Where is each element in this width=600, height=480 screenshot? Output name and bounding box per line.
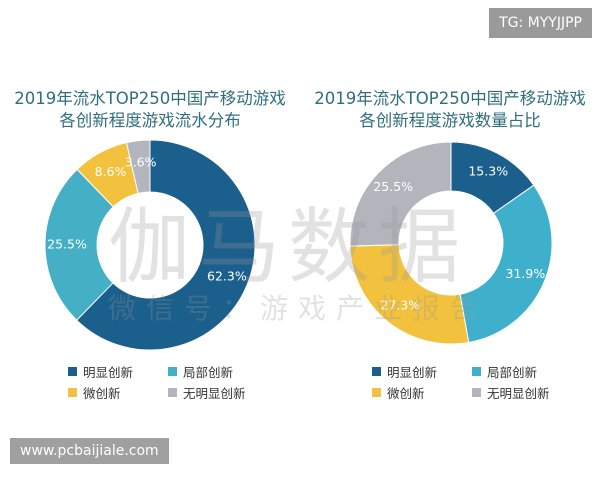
donut-slice-0-1 <box>44 168 114 321</box>
chart-title-right: 2019年流水TOP250中国产移动游戏 各创新程度游戏数量占比 <box>300 88 600 132</box>
legend-swatch <box>68 367 77 376</box>
donut-slice-0-3 <box>125 139 151 194</box>
legend-label: 无明显创新 <box>183 386 246 401</box>
data-label: 25.5% <box>47 237 87 252</box>
legend-item: 微创新 <box>68 383 121 402</box>
legend-label: 微创新 <box>387 386 425 401</box>
legend-item: 局部创新 <box>472 362 537 381</box>
title-line: 各创新程度游戏流水分布 <box>59 111 241 130</box>
legend-swatch <box>372 367 381 376</box>
title-line: 各创新程度游戏数量占比 <box>359 111 541 130</box>
data-label: 8.6% <box>95 164 127 179</box>
legend-swatch <box>68 388 77 397</box>
legend-item: 无明显创新 <box>472 383 550 402</box>
legend-item: 局部创新 <box>168 362 233 381</box>
data-label: 3.6% <box>125 155 157 170</box>
legend-swatch <box>168 388 177 397</box>
legend-label: 局部创新 <box>183 365 234 380</box>
legend-item: 明显创新 <box>372 362 437 381</box>
data-label: 27.3% <box>380 298 420 313</box>
legend-label: 无明显创新 <box>487 386 550 401</box>
data-label: 62.3% <box>207 268 247 283</box>
donut-slice-0-0 <box>75 139 256 351</box>
site-label[interactable]: www.pcbaijiale.com <box>10 438 169 464</box>
legend-swatch <box>372 388 381 397</box>
legend-item: 微创新 <box>372 383 425 402</box>
donut-slice-1-1 <box>459 184 553 344</box>
legend-label: 明显创新 <box>83 365 134 380</box>
data-label: 15.3% <box>468 164 508 179</box>
data-label: 25.5% <box>373 179 413 194</box>
legend-label: 局部创新 <box>487 365 538 380</box>
donut-slice-1-2 <box>349 244 470 345</box>
tg-label: TG: MYYJJPP <box>489 8 592 38</box>
legend-item: 明显创新 <box>68 362 133 381</box>
chart-title-left: 2019年流水TOP250中国产移动游戏 各创新程度游戏流水分布 <box>0 88 300 132</box>
donut-slice-1-3 <box>349 141 452 247</box>
title-line: 2019年流水TOP250中国产移动游戏 <box>14 89 286 108</box>
legend-label: 明显创新 <box>387 365 438 380</box>
legend-swatch <box>472 388 481 397</box>
legend-swatch <box>472 367 481 376</box>
legend-item: 无明显创新 <box>168 383 246 402</box>
legend-label: 微创新 <box>83 386 121 401</box>
title-line: 2019年流水TOP250中国产移动游戏 <box>314 89 586 108</box>
legend-swatch <box>168 367 177 376</box>
data-label: 31.9% <box>506 266 546 281</box>
